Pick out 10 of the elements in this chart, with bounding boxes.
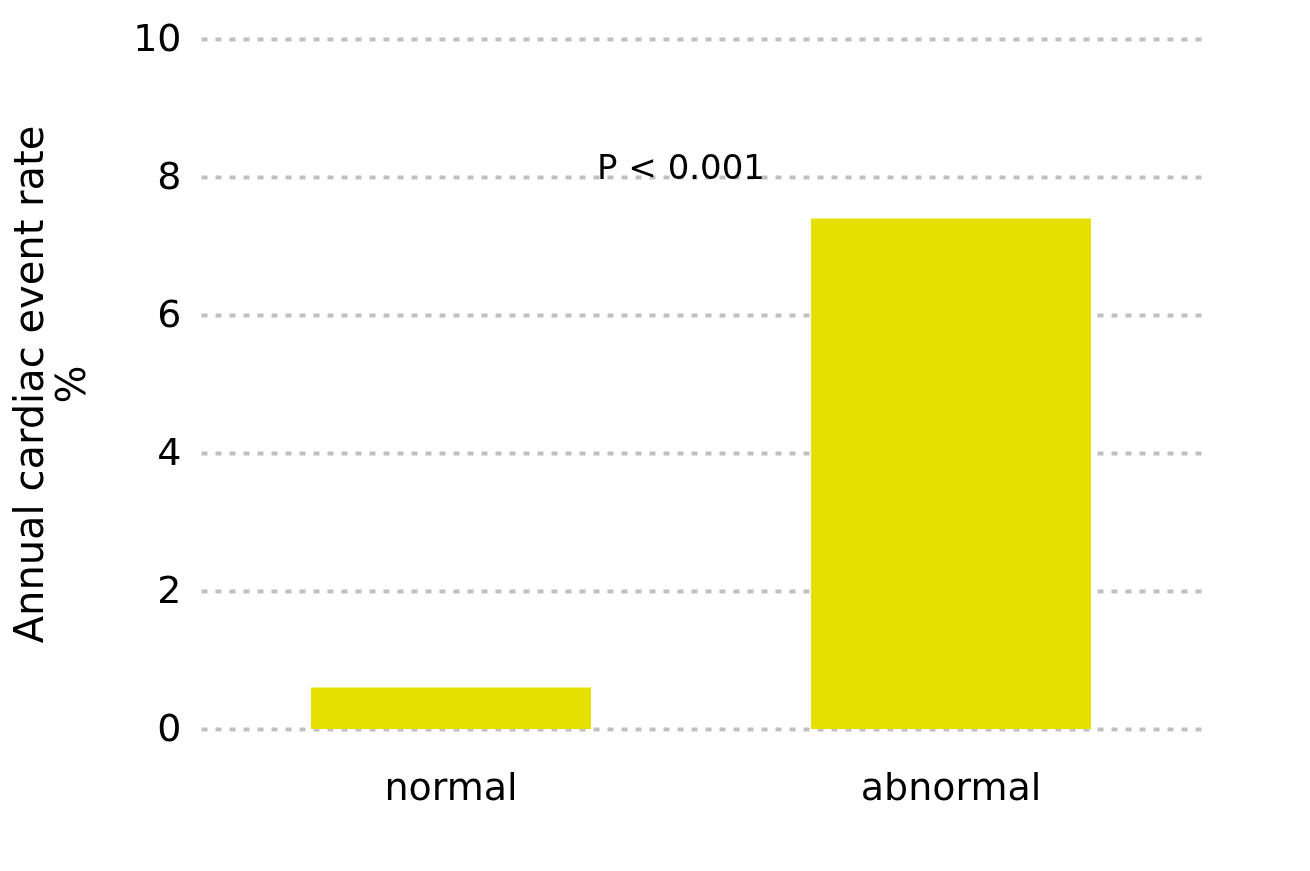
annotation: P < 0.001 <box>597 147 765 187</box>
x-tick-label: abnormal <box>860 764 1042 809</box>
y-tick-label: 8 <box>157 153 182 198</box>
y-axis-title: Annual cardiac event rate % <box>6 125 95 644</box>
x-tick-label: normal <box>384 764 518 809</box>
y-tick-label: 10 <box>133 15 182 60</box>
y-tick-label: 0 <box>157 705 182 750</box>
y-tick-label: 4 <box>157 429 182 474</box>
y-tick-label: 2 <box>157 567 182 612</box>
y-tick-label: 6 <box>157 291 182 336</box>
